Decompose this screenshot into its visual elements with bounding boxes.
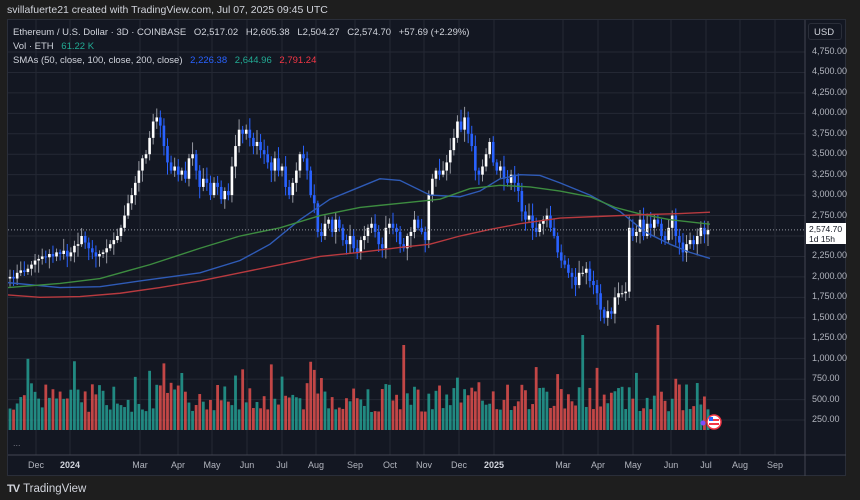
price-tick-label: 1,250.00 (812, 332, 848, 343)
price-tick-label: 4,000.00 (812, 107, 848, 118)
time-tick-label: Nov (415, 460, 433, 470)
ohlc-open: O2,517.02 (193, 27, 239, 38)
time-tick-label: Aug (731, 460, 749, 470)
time-tick-label: Jun (239, 460, 255, 470)
ohlc-high: H2,605.38 (245, 27, 290, 38)
time-tick-label: Jun (663, 460, 679, 470)
time-tick-label: 2025 (483, 460, 505, 470)
price-tick-label: 3,000.00 (812, 189, 848, 200)
chart-legend: Ethereum / U.S. Dollar · 3D · COINBASE O… (13, 26, 469, 68)
ohlc-close: C2,574.70 (347, 27, 392, 38)
symbol-row[interactable]: Ethereum / U.S. Dollar · 3D · COINBASE O… (13, 26, 469, 40)
price-tick-label: 3,500.00 (812, 148, 848, 159)
volume-label: Vol · ETH (13, 41, 54, 52)
price-tick-label: 1,750.00 (812, 291, 848, 302)
time-tick-label: Apr (590, 460, 606, 470)
time-tick-label: Jul (276, 460, 288, 470)
time-tick-label: Aug (307, 460, 325, 470)
tradingview-logo-icon: TV (7, 483, 20, 495)
sma100-value: 2,644.96 (234, 55, 272, 66)
price-change: +57.69 (+2.29%) (398, 27, 470, 38)
volume-value: 61.22 K (61, 41, 95, 52)
price-tick-label: 750.00 (812, 373, 840, 384)
time-tick-label: Sep (766, 460, 784, 470)
bar-countdown: 1d 15h (809, 234, 835, 244)
symbol-name[interactable]: Ethereum / U.S. Dollar · 3D · COINBASE (13, 27, 187, 38)
time-tick-label: Sep (346, 460, 364, 470)
time-tick-label: Jul (700, 460, 712, 470)
volume-row[interactable]: Vol · ETH 61.22 K (13, 40, 469, 54)
price-tick-label: 4,500.00 (812, 66, 848, 77)
time-tick-label: 2024 (59, 460, 81, 470)
footer-branding: TV TradingView (7, 483, 86, 495)
price-tick-label: 2,250.00 (812, 250, 848, 261)
time-tick-label: May (624, 460, 642, 470)
time-tick-label: Apr (170, 460, 186, 470)
sma50-value: 2,226.38 (190, 55, 228, 66)
time-tick-label: Mar (555, 460, 571, 470)
price-tick-label: 2,750.00 (812, 209, 848, 220)
time-tick-label: May (203, 460, 221, 470)
price-tick-label: 3,250.00 (812, 168, 848, 179)
time-tick-label: Dec (450, 460, 468, 470)
price-tick-label: 500.00 (812, 393, 840, 404)
brand-name: TradingView (23, 483, 87, 495)
sma200-value: 2,791.24 (279, 55, 317, 66)
currency-button[interactable]: USD (808, 23, 842, 40)
sma-row[interactable]: SMAs (50, close, 100, close, 200, close)… (13, 54, 469, 68)
price-tick-label: 1,500.00 (812, 311, 848, 322)
ohlc-low: L2,504.27 (297, 27, 340, 38)
time-tick-label: Dec (27, 460, 45, 470)
price-tick-label: 2,000.00 (812, 270, 848, 281)
price-tick-label: 1,000.00 (812, 352, 848, 363)
time-tick-label: Mar (132, 460, 148, 470)
creator-line: svillafuerte21 created with TradingView.… (7, 4, 328, 16)
price-tick-label: 4,250.00 (812, 86, 848, 97)
last-price-tag: 2,574.70 1d 15h (806, 223, 846, 244)
price-tick-label: 3,750.00 (812, 127, 848, 138)
price-tick-label: 4,750.00 (812, 46, 848, 56)
price-tick-label: 250.00 (812, 414, 840, 424)
more-options-icon[interactable]: ... (13, 438, 21, 448)
sma-label: SMAs (50, close, 100, close, 200, close) (13, 55, 183, 66)
last-price-value: 2,574.70 (809, 224, 843, 234)
time-tick-label: Oct (382, 460, 398, 470)
